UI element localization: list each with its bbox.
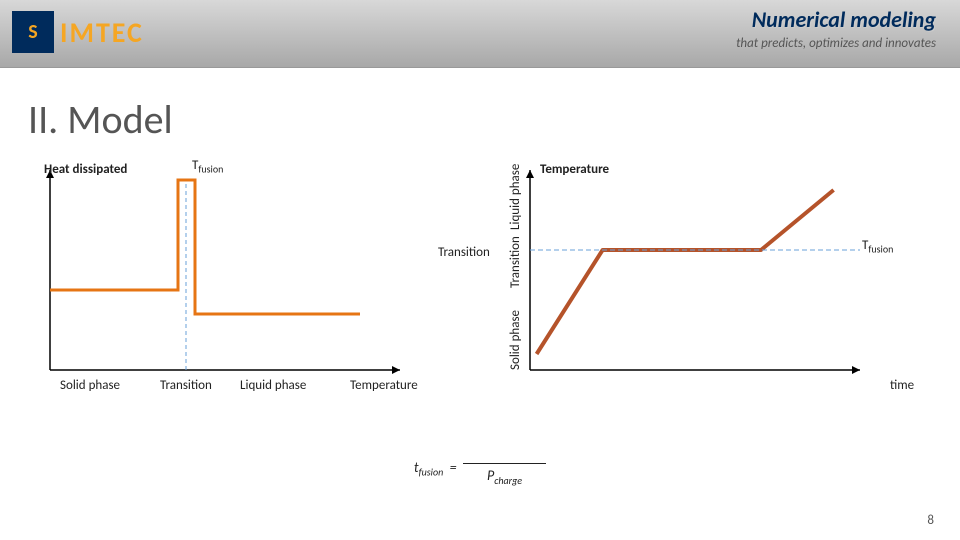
right-chart-ylabel: Temperature (540, 162, 609, 177)
fusion-time-equation: tfusion = Pcharge (300, 450, 660, 487)
eq-equals: = (450, 459, 457, 476)
middle-transition-label: Transition (438, 245, 490, 260)
header-title: Numerical modeling (752, 6, 936, 33)
header-banner: S IMTEC Numerical modeling that predicts… (0, 0, 960, 68)
left-chart-tfusion: Tfusion (192, 158, 223, 176)
left-x-liquid: Liquid phase (240, 378, 306, 393)
tfusion-sub-r: fusion (868, 243, 893, 256)
heat-dissipated-chart (40, 160, 420, 390)
logo: S IMTEC (12, 8, 192, 56)
tfusion-sub: fusion (198, 163, 223, 176)
slide-title: II. Model (28, 95, 173, 144)
logo-mark: S (12, 11, 54, 53)
right-x-time: time (890, 378, 914, 393)
page-number: 8 (927, 513, 934, 528)
header-subtitle: that predicts, optimizes and innovates (736, 36, 936, 51)
eq-denom-sub: charge (494, 474, 522, 487)
left-x-solid: Solid phase (60, 378, 120, 393)
eq-lhs-sub: fusion (419, 466, 444, 479)
left-chart-ylabel: Heat dissipated (44, 162, 127, 177)
temperature-time-chart (520, 160, 900, 390)
right-chart-tfusion: Tfusion (862, 238, 893, 256)
logo-text: IMTEC (60, 15, 144, 50)
chart-area: Heat dissipated Tfusion Solid phase Tran… (40, 160, 920, 420)
left-x-temperature: Temperature (350, 378, 418, 393)
left-x-transition: Transition (160, 378, 212, 393)
eq-numerator (463, 450, 546, 464)
eq-denominator: Pcharge (467, 467, 542, 487)
